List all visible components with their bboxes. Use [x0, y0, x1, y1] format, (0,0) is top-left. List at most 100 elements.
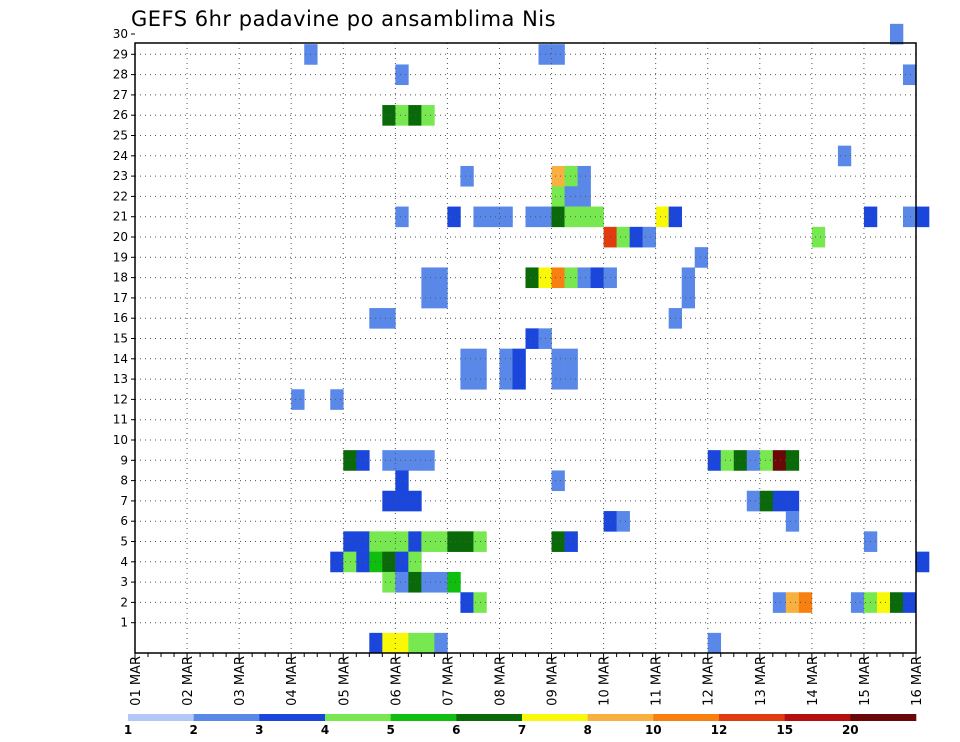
precip-cell: [395, 551, 409, 573]
y-tick-label: 21: [113, 210, 128, 224]
precip-cell: [590, 267, 604, 289]
y-tick-label: 13: [113, 372, 128, 386]
precip-cell: [512, 368, 526, 390]
y-tick-label: 24: [113, 149, 128, 163]
legend-label: 20: [842, 723, 859, 737]
precip-cell: [876, 592, 891, 613]
precip-cell: [551, 44, 565, 65]
legend-swatch: [719, 714, 785, 721]
precip-cell: [395, 64, 409, 86]
precip-cell: [395, 450, 409, 471]
precip-cell: [629, 226, 643, 248]
precip-cell: [512, 348, 526, 370]
x-tick-label: 16 MAR: [910, 656, 925, 706]
precip-cell: [564, 531, 578, 552]
precip-cell: [889, 592, 904, 613]
precip-cell: [564, 206, 578, 228]
precip-cell: [564, 368, 578, 390]
x-tick-label: 12 MAR: [702, 656, 717, 706]
precip-cell: [564, 348, 578, 370]
precip-cell: [447, 206, 461, 228]
precip-cell: [343, 531, 357, 552]
legend-swatch: [784, 714, 851, 721]
y-tick-label: 11: [113, 413, 128, 427]
precip-cell: [382, 308, 396, 329]
precip-cell: [330, 389, 344, 410]
precip-cell: [551, 368, 565, 390]
precip-cell: [525, 328, 539, 349]
precip-cell: [460, 531, 474, 552]
precip-cell: [785, 490, 800, 512]
y-tick-label: 25: [113, 129, 128, 143]
precip-cell: [772, 592, 787, 613]
y-tick-label: 20: [113, 230, 128, 244]
precip-cell: [759, 490, 774, 512]
precip-cell: [395, 206, 409, 228]
precip-cell: [421, 105, 435, 126]
legend-swatch: [259, 714, 326, 721]
precip-cell: [902, 592, 917, 613]
precip-cell: [655, 206, 669, 228]
precip-cell: [395, 571, 409, 593]
precip-cell: [499, 206, 513, 228]
precip-cell: [681, 267, 696, 289]
precip-cell: [356, 531, 370, 552]
precip-cell: [395, 490, 409, 512]
precip-cell: [564, 186, 578, 207]
precip-cell: [707, 450, 722, 471]
legend-label: 15: [776, 723, 793, 737]
y-tick-label: 6: [120, 514, 128, 528]
legend-swatch: [850, 714, 917, 721]
precip-cell: [421, 571, 435, 593]
precip-cell: [785, 592, 800, 613]
y-tick-label: 5: [120, 535, 128, 549]
precip-cell: [421, 287, 435, 309]
precip-cell: [694, 247, 709, 268]
legend-swatch: [128, 714, 194, 721]
y-tick-label: 29: [113, 47, 128, 61]
y-tick-label: 1: [120, 616, 128, 630]
precip-cell: [577, 186, 591, 207]
y-tick-label: 15: [113, 332, 128, 346]
y-tick-label: 2: [120, 595, 128, 609]
precip-cell: [902, 206, 917, 228]
precip-cell: [551, 531, 565, 552]
legend-label: 6: [452, 723, 460, 737]
precip-cell: [408, 632, 422, 654]
precip-cell: [421, 632, 435, 654]
precip-cell: [499, 348, 513, 370]
precip-cell: [577, 206, 591, 228]
precip-cell: [577, 165, 591, 187]
precip-cell: [343, 551, 357, 573]
precip-cell: [564, 267, 578, 289]
y-tick-label: 27: [113, 88, 128, 102]
precip-cell: [525, 267, 539, 289]
precip-cell: [772, 450, 787, 471]
precip-cell: [395, 470, 409, 492]
legend-label: 7: [518, 723, 526, 737]
precip-cell: [551, 267, 565, 289]
precip-cell: [642, 226, 656, 248]
precip-cell: [837, 145, 852, 167]
x-tick-label: 08 MAR: [494, 656, 509, 706]
precip-cell: [746, 490, 761, 512]
color-legend: 1 2 3 4 5 6 7 8 10 12 15 20: [124, 714, 917, 737]
y-tick-label: 12: [113, 392, 128, 406]
precip-cell: [434, 571, 448, 593]
precip-cell: [564, 165, 578, 187]
precip-cell: [382, 571, 396, 593]
x-tick-label: 04 MAR: [285, 656, 300, 706]
precip-cell: [382, 105, 396, 126]
precip-cell: [486, 206, 500, 228]
x-tick-label: 14 MAR: [806, 656, 821, 706]
precip-cell: [395, 632, 409, 654]
legend-label: 8: [584, 723, 592, 737]
legend-swatch: [587, 714, 654, 721]
precip-cell: [785, 450, 800, 471]
x-tick-label: 11 MAR: [650, 656, 665, 706]
precip-cell: [330, 551, 344, 573]
precip-cell: [291, 389, 305, 410]
precip-cell: [499, 368, 513, 390]
legend-swatch: [653, 714, 720, 721]
x-tick-label: 06 MAR: [389, 656, 404, 706]
